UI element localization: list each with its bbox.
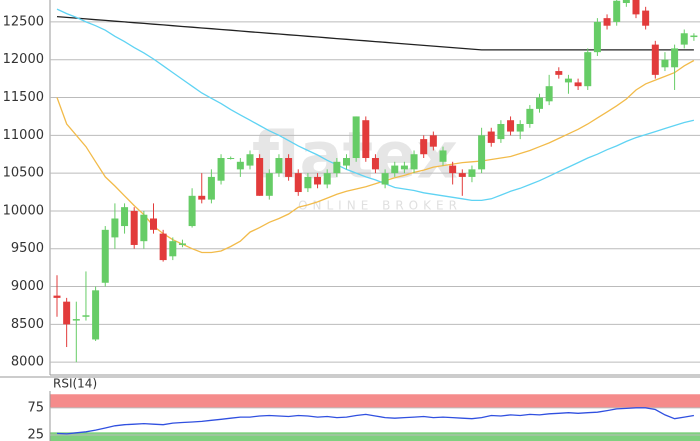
candle-body: [198, 195, 206, 200]
candle-body: [314, 176, 322, 185]
candle-body: [82, 315, 90, 317]
watermark-subtitle: ONLINE BROKER: [298, 199, 462, 213]
y-tick-label: 8500: [11, 317, 44, 332]
candle-body: [333, 161, 341, 174]
y-tick-label: 25: [27, 428, 44, 441]
candle-body: [468, 169, 476, 177]
candle-body: [632, 0, 640, 15]
candle-body: [439, 150, 447, 162]
y-tick-label: 11000: [3, 128, 44, 143]
candle-body: [188, 195, 196, 227]
candle-body: [487, 131, 495, 143]
candle-body: [690, 35, 698, 38]
candle-body: [429, 135, 437, 147]
candle-body: [159, 233, 167, 261]
candle-body: [265, 173, 273, 196]
rsi-band: [50, 432, 700, 441]
candle-body: [555, 71, 563, 75]
candle-body: [246, 154, 254, 166]
candle-body: [449, 165, 457, 174]
candle-body: [236, 161, 244, 170]
candle-body: [304, 176, 312, 189]
candle-body: [400, 165, 408, 170]
y-tick-label: 75: [27, 400, 44, 415]
candle-body: [121, 207, 129, 227]
candle-body: [516, 123, 524, 132]
candle-body: [256, 158, 264, 196]
candle-body: [362, 120, 370, 159]
candle-body: [613, 0, 621, 22]
candle-body: [275, 158, 283, 174]
candle-body: [391, 165, 399, 174]
candle-body: [294, 173, 302, 193]
y-tick-label: 12500: [3, 14, 44, 29]
candle-body: [53, 295, 61, 298]
candle-body: [207, 176, 215, 200]
candle-body: [545, 86, 553, 102]
candle-body: [593, 21, 601, 53]
rsi-line: [56, 407, 695, 435]
y-tick-label: 9500: [11, 241, 44, 256]
candle-body: [285, 158, 293, 177]
candle-body: [526, 108, 534, 124]
candle-body: [150, 218, 157, 230]
candle-body: [564, 78, 572, 83]
candle-body: [381, 173, 389, 185]
candle-body: [169, 241, 177, 257]
candle-body: [680, 33, 688, 45]
candle-body: [323, 173, 331, 185]
y-tick-label: 11500: [3, 90, 44, 105]
candle-body: [130, 210, 138, 245]
candle-body: [661, 59, 669, 68]
candle-body: [101, 229, 109, 283]
candle-body: [584, 52, 592, 87]
candle-body: [603, 18, 611, 26]
y-tick-label: 12000: [3, 52, 44, 67]
candle-body: [352, 116, 360, 159]
indicator-title: RSI(14): [53, 377, 97, 391]
candle-body: [410, 154, 418, 170]
candle-body: [140, 214, 148, 242]
y-tick-label: 10500: [3, 166, 44, 181]
candle-body: [92, 290, 100, 340]
y-tick-label: 9000: [11, 279, 44, 294]
candle-body: [72, 319, 80, 321]
candle-body: [227, 158, 235, 160]
rsi-band: [50, 394, 700, 408]
candle-body: [478, 135, 486, 170]
candle-body: [497, 123, 505, 140]
candle-body: [371, 158, 379, 170]
candle-body: [178, 243, 186, 245]
candle-body: [671, 48, 679, 68]
moving-average: [56, 8, 695, 202]
candle-body: [574, 82, 582, 87]
candle-body: [507, 120, 515, 132]
candle-body: [622, 0, 630, 4]
candle-body: [651, 44, 659, 75]
candle-body: [343, 158, 350, 166]
candle-body: [63, 301, 71, 325]
candle-body: [420, 139, 428, 155]
candle-body: [536, 97, 543, 109]
candle-body: [217, 158, 225, 181]
y-tick-label: 10000: [3, 203, 44, 218]
candle-body: [458, 173, 466, 177]
candle-body: [111, 218, 119, 238]
candle-body: [642, 10, 650, 26]
y-tick-label: 8000: [11, 355, 44, 370]
